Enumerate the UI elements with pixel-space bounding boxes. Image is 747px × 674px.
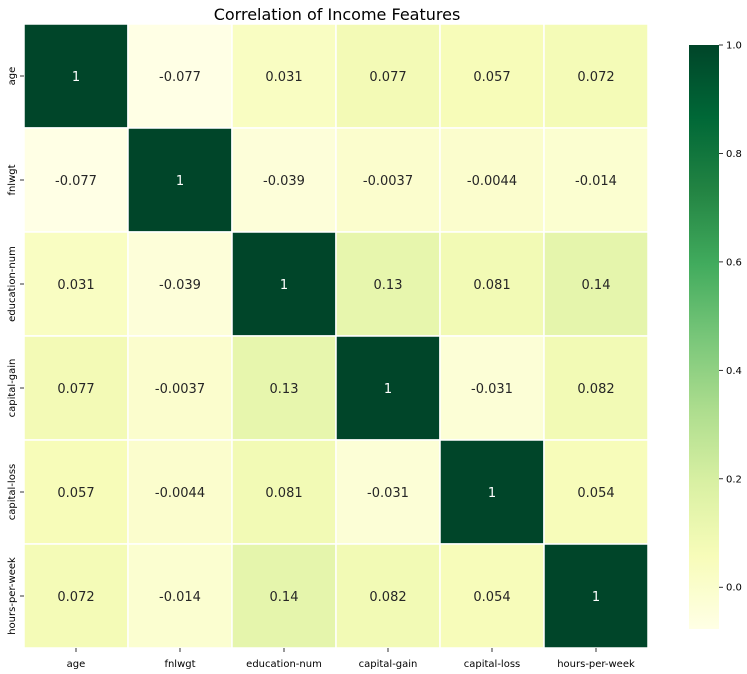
heatmap-cell [439,543,545,649]
x-tick-label: hours-per-week [557,659,635,670]
cell-annotation: -0.031 [367,486,409,501]
heatmap-cell [23,23,129,129]
cell-annotation: -0.014 [159,590,201,605]
colorbar-tick-label: 0.4 [726,366,742,377]
heatmap-cell [543,439,649,545]
cell-annotation: 0.14 [582,278,611,293]
cell-annotation: 1 [488,486,496,501]
heatmap-cell [335,127,441,233]
cell-annotation: 0.054 [473,590,510,605]
heatmap-cell [231,23,337,129]
colorbar-tick-label: 0.6 [726,257,742,268]
heatmap-cell [543,23,649,129]
cell-annotation: 1 [72,70,80,85]
cell-annotation: 0.13 [374,278,403,293]
cell-annotation: 0.057 [473,70,510,85]
cell-annotation: 0.077 [57,382,94,397]
heatmap-cell [439,335,545,441]
heatmap-cell [231,439,337,545]
cell-annotation: -0.0037 [155,382,205,397]
y-tick-label: capital-loss [7,464,18,521]
y-tick-label: education-num [7,246,18,322]
x-tick-label: age [67,659,86,670]
y-tick-label: capital-gain [7,359,18,418]
heatmap-cell [335,23,441,129]
heatmap-cell [335,335,441,441]
cell-annotation: 1 [176,174,184,189]
cell-annotation: 0.072 [57,590,94,605]
heatmap-cells: 1 -0.077 0.031 0.077 0.057 0.072 -0.077 1 -0.039… [23,23,649,649]
cell-annotation: 0.082 [369,590,406,605]
colorbar: 0.0 0.2 0.4 0.6 0.8 1.0 [689,41,742,629]
heatmap-cell [127,23,233,129]
colorbar-tick-label: 0.8 [726,149,742,160]
heatmap-cell [23,439,129,545]
x-axis: age fnlwgt education-num capital-gain capita… [67,648,635,670]
x-tick-label: capital-gain [359,659,418,670]
heatmap-cell [23,543,129,649]
cell-annotation: 0.14 [270,590,299,605]
x-tick-label: capital-loss [464,659,521,670]
heatmap-cell [543,231,649,337]
cell-annotation: -0.0044 [467,174,517,189]
colorbar-tick-label: 0.0 [726,583,742,594]
cell-annotation: -0.014 [575,174,617,189]
cell-annotation: -0.031 [471,382,513,397]
cell-annotation: -0.039 [159,278,201,293]
cell-annotation: 1 [384,382,392,397]
heatmap-cell [439,231,545,337]
cell-annotation: -0.077 [159,70,201,85]
heatmap-cell [439,439,545,545]
x-tick-label: education-num [246,659,322,670]
cell-annotation: 0.077 [369,70,406,85]
x-tick-label: fnlwgt [164,659,195,670]
cell-annotation: -0.077 [55,174,97,189]
heatmap-cell [543,127,649,233]
cell-annotation: 0.072 [577,70,614,85]
colorbar-gradient [689,45,719,629]
cell-annotation: 0.081 [265,486,302,501]
heatmap-cell [127,335,233,441]
cell-annotation: -0.0037 [363,174,413,189]
cell-annotation: 0.054 [577,486,614,501]
heatmap-cell [543,335,649,441]
chart-title: Correlation of Income Features [214,5,461,24]
y-axis: age fnlwgt education-num capital-gain capita… [7,67,24,635]
cell-annotation: 0.13 [270,382,299,397]
y-tick-label: fnlwgt [7,164,18,195]
heatmap-cell [231,335,337,441]
heatmap-cell [127,231,233,337]
heatmap-cell [23,335,129,441]
y-tick-label: hours-per-week [7,557,18,635]
cell-annotation: 0.031 [265,70,302,85]
cell-annotation: 0.031 [57,278,94,293]
colorbar-tick-label: 0.2 [726,474,742,485]
cell-annotation: 1 [280,278,288,293]
heatmap-cell [543,543,649,649]
heatmap-cell [127,127,233,233]
cell-annotation: 0.082 [577,382,614,397]
heatmap-cell [335,231,441,337]
cell-annotation: -0.039 [263,174,305,189]
cell-annotation: 0.057 [57,486,94,501]
y-tick-label: age [7,67,18,86]
colorbar-tick-label: 1.0 [726,41,742,52]
cell-annotation: -0.0044 [155,486,205,501]
cell-annotation: 1 [592,590,600,605]
heatmap-cell [335,439,441,545]
cell-annotation: 0.081 [473,278,510,293]
